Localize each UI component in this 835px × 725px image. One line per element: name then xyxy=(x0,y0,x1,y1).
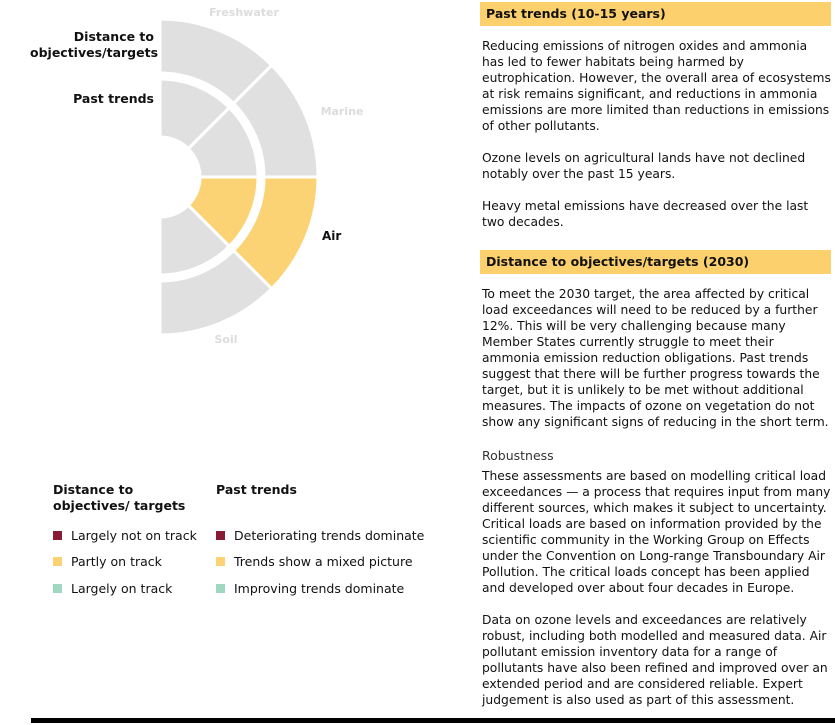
ring-label-outer: Distance to objectives/targets xyxy=(30,29,159,60)
green-swatch xyxy=(53,583,62,593)
distance-body: To meet the 2030 target, the area affect… xyxy=(480,286,831,446)
past-trends-body: Reducing emissions of nitrogen oxides an… xyxy=(480,38,831,246)
segment-label-soil: Soil xyxy=(214,333,237,346)
legend-item-label: Deteriorating trends dominate xyxy=(234,527,425,543)
ring-label-inner: Past trends xyxy=(73,91,154,106)
green-swatch xyxy=(216,583,225,593)
robustness-section: Robustness These assessments are based o… xyxy=(480,448,831,708)
legend-item: Largely not on track xyxy=(53,522,203,549)
paragraph: Reducing emissions of nitrogen oxides an… xyxy=(482,39,831,133)
legend-item: Deteriorating trends dominate xyxy=(216,522,436,549)
legend-item-label: Improving trends dominate xyxy=(234,580,405,596)
legend-item: Partly on track xyxy=(53,549,203,576)
distance-header: Distance to objectives/targets (2030) xyxy=(480,250,831,274)
paragraph: Heavy metal emissions have decreased ove… xyxy=(482,199,809,229)
legend-item: Trends show a mixed picture xyxy=(216,549,436,576)
bottom-rule xyxy=(31,718,835,723)
paragraph: Data on ozone levels and exceedances are… xyxy=(482,613,828,707)
legend-item-label: Partly on track xyxy=(71,554,162,570)
legend-item: Improving trends dominate xyxy=(216,575,436,602)
red-swatch xyxy=(53,530,62,540)
yellow-swatch xyxy=(216,557,225,567)
paragraph: These assessments are based on modelling… xyxy=(482,469,831,595)
wheel-divider xyxy=(187,204,275,292)
yellow-swatch xyxy=(53,557,62,567)
legend-item-label: Largely on track xyxy=(71,580,173,596)
robustness-title: Robustness xyxy=(482,448,554,463)
segment-label-marine: Marine xyxy=(321,105,364,118)
legend-item-label: Largely not on track xyxy=(71,527,197,543)
legend-distance-header: Distance to objectives/ targets xyxy=(53,482,186,513)
legend-distance: Distance to objectives/ targets Largely … xyxy=(53,482,203,602)
paragraph: Ozone levels on agricultural lands have … xyxy=(482,151,806,181)
legend-item-label: Trends show a mixed picture xyxy=(234,554,413,570)
paragraph: To meet the 2030 target, the area affect… xyxy=(482,287,829,429)
segment-label-air: Air xyxy=(322,229,341,243)
wheel-divider xyxy=(187,62,275,150)
segment-label-freshwater: Freshwater xyxy=(209,6,279,19)
legend-trends-header: Past trends xyxy=(216,482,297,497)
red-swatch xyxy=(216,530,225,540)
legend-item: Largely on track xyxy=(53,575,203,602)
legend-trends: Past trends Deteriorating trends dominat… xyxy=(216,482,436,602)
past-trends-header: Past trends (10-15 years) xyxy=(480,2,831,26)
assessment-wheel: Freshwater Marine Air Soil xyxy=(158,6,364,346)
